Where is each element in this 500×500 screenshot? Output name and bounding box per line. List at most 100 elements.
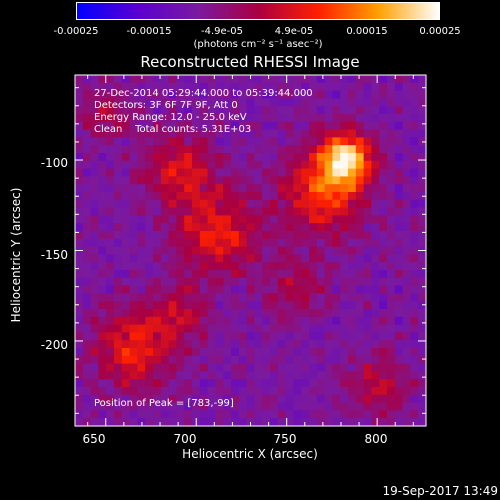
heatmap-cell — [309, 270, 318, 279]
heatmap-cell — [394, 309, 404, 318]
heatmap-cell — [418, 270, 427, 279]
heatmap-cell — [75, 121, 84, 131]
heatmap-cell — [293, 176, 302, 185]
heatmap-cell — [270, 293, 279, 302]
heatmap-cell — [316, 410, 326, 419]
heatmap-cell — [199, 153, 209, 162]
heatmap-cell — [90, 192, 99, 201]
heatmap-cell — [277, 418, 287, 427]
heatmap-cell — [418, 332, 427, 341]
heatmap-cell — [168, 238, 177, 248]
heatmap-cell — [348, 309, 357, 318]
heatmap-cell — [316, 192, 326, 201]
heatmap-cell — [363, 199, 372, 209]
heatmap-cell — [340, 231, 349, 240]
heatmap-cell — [355, 262, 365, 271]
heatmap-cell — [379, 246, 388, 255]
heatmap-cell — [277, 363, 287, 372]
heatmap-cell — [270, 301, 279, 310]
heatmap-cell — [153, 340, 162, 349]
heatmap-cell — [168, 402, 177, 411]
heatmap-cell — [145, 238, 154, 248]
heatmap-cell — [121, 199, 131, 209]
heatmap-cell — [309, 168, 318, 177]
heatmap-cell — [379, 277, 388, 287]
heatmap-cell — [324, 324, 333, 333]
heatmap-cell — [324, 309, 333, 318]
heatmap-cell — [223, 90, 232, 99]
heatmap-cell — [231, 121, 240, 131]
heatmap-cell — [355, 121, 365, 131]
heatmap-cell — [285, 270, 294, 279]
heatmap-cell — [153, 153, 162, 162]
heatmap-cell — [277, 145, 287, 154]
heatmap-cell — [348, 394, 357, 404]
heatmap-cell — [355, 363, 365, 372]
heatmap-cell — [363, 238, 372, 248]
heatmap-cell — [355, 355, 365, 365]
heatmap-cell — [145, 355, 154, 365]
heatmap-cell — [363, 262, 372, 271]
heatmap-cell — [192, 394, 201, 404]
heatmap-cell — [145, 379, 154, 388]
heatmap-cell — [301, 277, 310, 287]
heatmap-cell — [114, 277, 123, 287]
heatmap-cell — [199, 379, 209, 388]
heatmap-cell — [355, 348, 365, 357]
heatmap-cell — [379, 394, 388, 404]
heatmap-cell — [168, 355, 177, 365]
heatmap-cell — [355, 106, 365, 115]
info-detectors: Detectors: 3F 6F 7F 9F, Att 0 — [94, 100, 238, 111]
heatmap-cell — [402, 90, 411, 99]
heatmap-cell — [90, 145, 99, 154]
heatmap-cell — [98, 394, 107, 404]
heatmap-cell — [207, 394, 216, 404]
heatmap-cell — [332, 199, 341, 209]
heatmap-cell — [394, 410, 404, 419]
heatmap-cell — [176, 332, 185, 341]
heatmap-cell — [348, 348, 357, 357]
heatmap-cell — [410, 168, 419, 177]
heatmap-cell — [285, 129, 294, 138]
heatmap-cell — [192, 176, 201, 185]
heatmap-cell — [340, 75, 349, 84]
heatmap-cell — [238, 238, 248, 248]
heatmap-cell — [238, 394, 248, 404]
heatmap-cell — [324, 75, 333, 84]
heatmap-cell — [153, 270, 162, 279]
heatmap-cell — [153, 106, 162, 115]
heatmap-cell — [223, 137, 232, 146]
heatmap-cell — [324, 402, 333, 411]
heatmap-cell — [231, 301, 240, 310]
heatmap-cell — [153, 160, 162, 170]
heatmap-cell — [301, 199, 310, 209]
heatmap-cell — [363, 129, 372, 138]
heatmap-cell — [246, 332, 255, 341]
heatmap-cell — [418, 277, 427, 287]
heatmap-cell — [418, 145, 427, 154]
heatmap-cell — [145, 332, 154, 341]
heatmap-cell — [309, 199, 318, 209]
heatmap-cell — [348, 223, 357, 232]
heatmap-cell — [137, 293, 146, 302]
heatmap-cell — [192, 316, 201, 326]
heatmap-cell — [160, 215, 170, 224]
heatmap-cell — [262, 402, 271, 411]
heatmap-cell — [160, 246, 170, 255]
heatmap-cell — [285, 418, 294, 427]
heatmap-cell — [348, 340, 357, 349]
heatmap-cell — [363, 387, 372, 396]
heatmap-cell — [301, 332, 310, 341]
heatmap-cell — [387, 402, 396, 411]
heatmap-cell — [98, 168, 107, 177]
heatmap-cell — [192, 309, 201, 318]
heatmap-cell — [129, 215, 138, 224]
heatmap-cell — [285, 207, 294, 216]
heatmap-cell — [231, 316, 240, 326]
heatmap-cell — [285, 98, 294, 107]
heatmap-cell — [75, 215, 84, 224]
heatmap-cell — [129, 293, 138, 302]
heatmap-cell — [231, 379, 240, 388]
heatmap-cell — [363, 348, 372, 357]
heatmap-cell — [348, 231, 357, 240]
